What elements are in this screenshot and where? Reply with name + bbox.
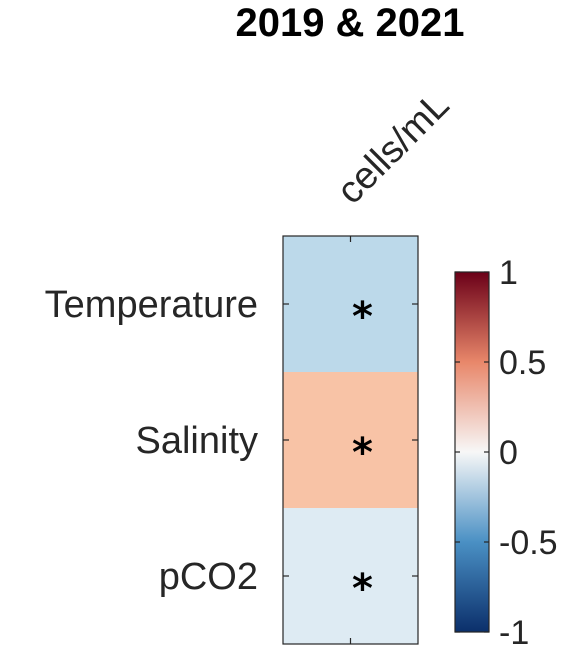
heatmap-cell-pco2 bbox=[283, 508, 418, 644]
significance-markers: * * * bbox=[352, 294, 373, 612]
colorbar-ticks: 1 0.5 0 -0.5 -1 bbox=[455, 254, 558, 652]
colorbar-tick-label: 0 bbox=[499, 434, 518, 472]
colorbar-tick-label: 1 bbox=[499, 254, 518, 292]
row-label-temperature: Temperature bbox=[45, 284, 258, 326]
colorbar-tick-label: -0.5 bbox=[499, 524, 558, 562]
chart-title: 2019 & 2021 bbox=[235, 1, 464, 45]
significance-star-temperature: * bbox=[352, 294, 373, 340]
column-label-cells-ml: cells/mL bbox=[329, 84, 457, 212]
colorbar-tick-label: 0.5 bbox=[499, 344, 546, 382]
row-label-pco2: pCO2 bbox=[159, 556, 258, 598]
heatmap-cells bbox=[283, 236, 418, 644]
colorbar bbox=[454, 271, 490, 633]
colorbar-tick-label: -1 bbox=[499, 614, 529, 652]
significance-star-salinity: * bbox=[352, 430, 373, 476]
row-label-salinity: Salinity bbox=[136, 420, 259, 462]
heatmap-ticks bbox=[283, 236, 418, 644]
heatmap-cell-salinity bbox=[283, 372, 418, 508]
row-labels: Temperature Salinity pCO2 bbox=[45, 284, 258, 598]
heatmap-cell-temperature bbox=[283, 236, 418, 372]
significance-star-pco2: * bbox=[352, 566, 373, 612]
